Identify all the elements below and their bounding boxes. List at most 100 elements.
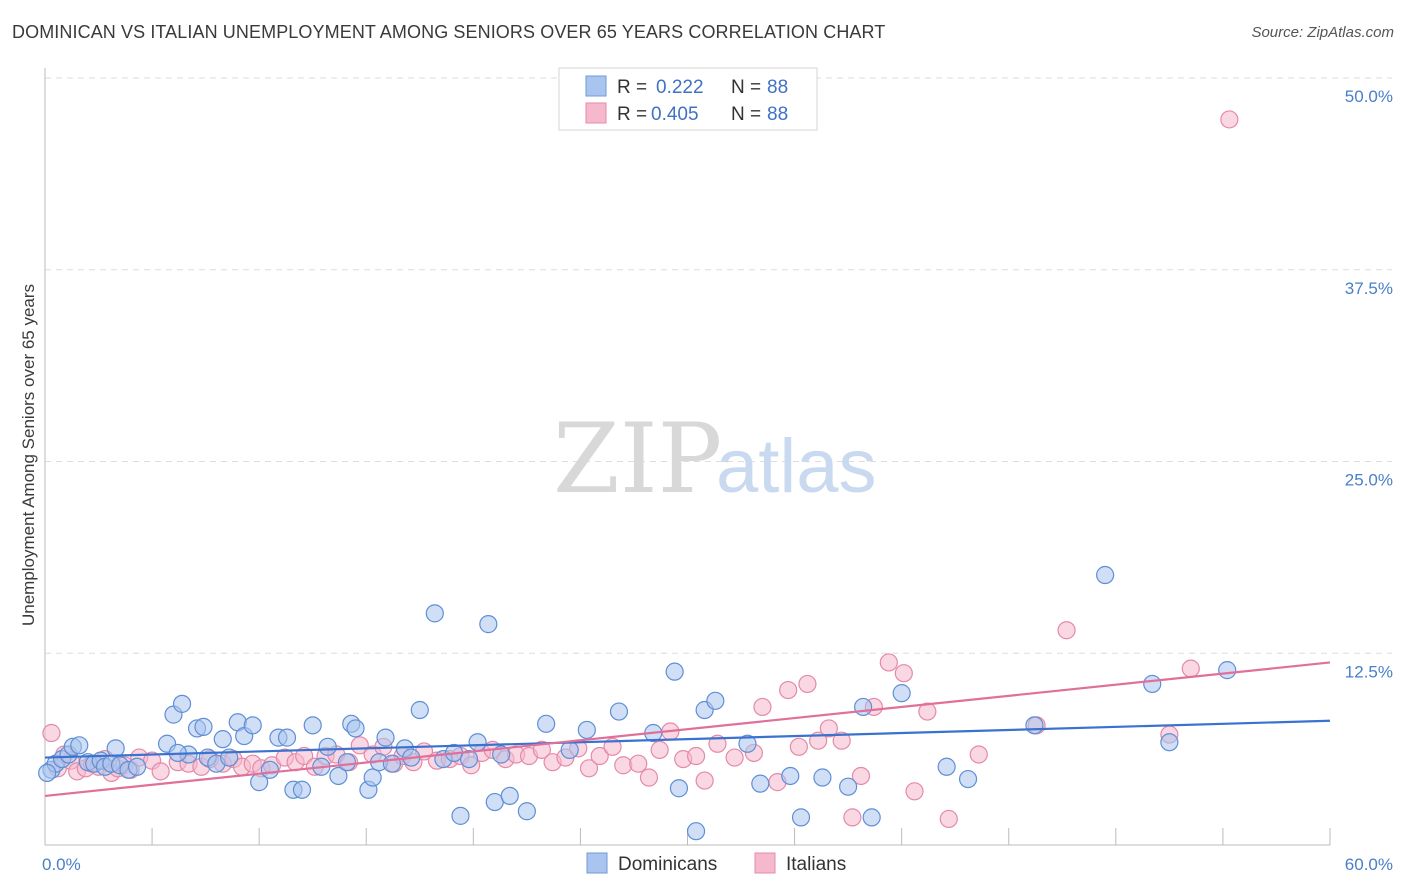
italian-point — [151, 762, 170, 781]
italian-point — [843, 808, 862, 827]
dominican-point — [813, 768, 832, 787]
legend-n-value-italians: 88 — [767, 104, 788, 125]
italian-point — [629, 754, 648, 773]
dominican-point — [1143, 674, 1162, 694]
y-tick-label: 12.5% — [1345, 662, 1393, 681]
dominican-point — [751, 774, 770, 793]
bottom-legend-italians: Italians — [786, 854, 846, 875]
dominican-point — [854, 697, 873, 717]
italian-point — [42, 723, 61, 743]
italian-point — [753, 697, 772, 717]
legend-n-label-dominicans: N = — [731, 77, 761, 98]
dominican-point — [363, 768, 382, 787]
dominican-point — [382, 754, 402, 773]
italian-point — [686, 746, 706, 766]
dominican-point — [376, 728, 395, 747]
dominican-point — [127, 757, 147, 776]
dominican-point — [560, 740, 579, 759]
dominican-point — [686, 822, 706, 841]
dominican-point — [577, 720, 596, 740]
dominican-point — [329, 766, 348, 786]
italian-point — [579, 759, 599, 778]
chart-title: DOMINICAN VS ITALIAN UNEMPLOYMENT AMONG … — [12, 22, 886, 42]
italian-point — [905, 782, 924, 801]
italian-point — [1220, 110, 1239, 129]
dominican-point — [337, 753, 357, 772]
y-axis-label: Unemployment Among Seniors over 65 years — [19, 284, 38, 626]
dominican-point — [479, 615, 498, 634]
legend: R = 0.222 N = 88 R = 0.405 N = 88 — [558, 67, 818, 131]
italian-point — [1181, 659, 1200, 678]
dominican-point — [537, 714, 556, 733]
dominican-points — [38, 565, 1237, 841]
legend-swatch-dominicans — [585, 75, 607, 97]
dominican-point — [1160, 733, 1179, 752]
dominican-point — [292, 780, 312, 799]
dominican-point — [862, 808, 881, 827]
y-tick-label: 37.5% — [1345, 279, 1393, 298]
dominican-point — [243, 716, 262, 735]
watermark: ZIP atlas — [553, 403, 877, 515]
legend-r-label-dominicans: R = — [617, 77, 647, 98]
y-tick-label: 25.0% — [1345, 471, 1393, 490]
dominican-point — [1096, 565, 1115, 585]
source-label: Source: ZipAtlas.com — [1251, 24, 1394, 41]
italian-point — [832, 731, 851, 750]
italian-point — [969, 745, 988, 764]
dominican-point — [38, 763, 57, 783]
watermark-zip: ZIP — [553, 403, 722, 515]
italian-point — [851, 766, 871, 786]
dominican-point — [500, 786, 519, 806]
dominican-point — [738, 734, 757, 753]
bottom-legend: Dominicans Italians — [586, 852, 846, 875]
axis-layer: 12.5% 25.0% 37.5% 50.0% 0.0% 60.0% — [42, 68, 1393, 874]
italian-point — [779, 680, 798, 700]
trend-lines — [44, 661, 1331, 798]
italian-point — [639, 768, 659, 787]
dominican-point — [172, 694, 192, 713]
italian-point — [894, 664, 913, 683]
dominican-point — [517, 802, 536, 821]
dominican-point — [492, 745, 511, 764]
italian-point — [879, 653, 898, 672]
dominican-point — [1218, 661, 1237, 680]
italian-point — [789, 737, 808, 756]
italian-point — [939, 809, 958, 829]
italian-point — [695, 771, 714, 790]
bottom-legend-dominicans: Dominicans — [618, 854, 717, 875]
dominican-point — [213, 730, 232, 749]
legend-r-value-italians: 0.405 — [651, 104, 699, 125]
x-tick-label: 0.0% — [42, 855, 81, 874]
dominican-point — [958, 769, 978, 789]
dominican-point — [260, 760, 279, 779]
dominican-point — [303, 716, 322, 735]
dominican-point — [410, 700, 429, 720]
dominican-point — [706, 691, 725, 710]
italian-point — [603, 737, 622, 756]
dominican-point — [318, 737, 337, 756]
dominican-point — [937, 757, 956, 776]
italian-point — [590, 746, 609, 766]
italian-point — [650, 740, 669, 759]
dominican-point — [1025, 716, 1044, 735]
italian-point — [295, 746, 314, 766]
dominican-point — [665, 662, 684, 681]
watermark-atlas: atlas — [716, 424, 877, 509]
x-tick-label: 60.0% — [1345, 855, 1393, 874]
dominican-point — [468, 733, 487, 752]
dominican-point — [106, 739, 125, 758]
dominican-point — [892, 684, 911, 703]
trendline-dominicans — [44, 719, 1331, 759]
dominican-point — [669, 779, 689, 798]
dominican-point — [791, 808, 811, 827]
y-tick-label: 50.0% — [1345, 87, 1393, 106]
legend-n-label-italians: N = — [731, 104, 761, 125]
italian-point — [819, 719, 838, 738]
italian-point — [725, 748, 744, 767]
dominican-point — [346, 719, 365, 738]
dominican-point — [609, 702, 629, 721]
legend-r-value-dominicans: 0.222 — [656, 77, 704, 98]
dominican-point — [277, 728, 297, 747]
dominican-point — [194, 717, 213, 736]
